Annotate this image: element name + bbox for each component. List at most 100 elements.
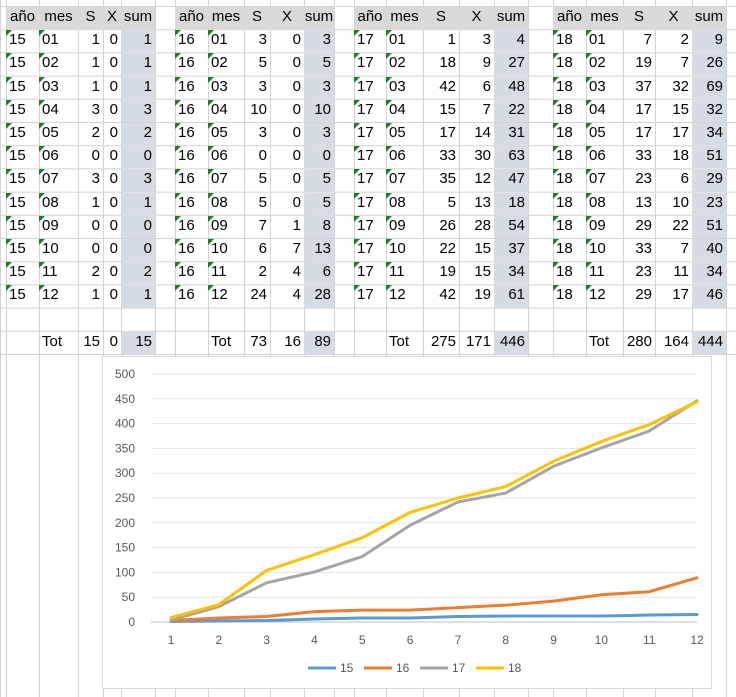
cell-sum[interactable]: 4 <box>494 30 528 53</box>
cell-year[interactable]: 17 <box>354 192 386 215</box>
cell-x[interactable]: 6 <box>459 77 494 99</box>
cell-sum[interactable]: 2 <box>121 123 155 146</box>
cell-year[interactable]: 16 <box>175 99 208 122</box>
cell-x[interactable]: 17 <box>655 285 692 307</box>
cell-year[interactable]: 15 <box>6 30 39 52</box>
cell-x[interactable]: 0 <box>270 123 304 145</box>
cell-s[interactable]: 2 <box>244 262 270 284</box>
cell-year[interactable]: 16 <box>175 146 208 168</box>
cell-x[interactable]: 4 <box>270 285 304 307</box>
cell-month[interactable]: 08 <box>39 192 78 215</box>
cell-sum[interactable]: 5 <box>304 169 334 192</box>
cell-s[interactable]: 3 <box>244 30 270 52</box>
cell-sum[interactable]: 0 <box>121 146 155 169</box>
cell-year[interactable]: 17 <box>354 285 386 307</box>
cell-x[interactable]: 13 <box>459 193 494 215</box>
cell-s[interactable]: 33 <box>423 146 459 168</box>
cell-month[interactable]: 10 <box>386 239 423 261</box>
cell-x[interactable]: 0 <box>270 77 304 99</box>
cell-sum[interactable]: 34 <box>692 123 726 146</box>
total-sum[interactable]: 89 <box>304 331 334 354</box>
cell-sum[interactable]: 54 <box>494 215 528 238</box>
cell-month[interactable]: 02 <box>39 53 78 75</box>
cell-year[interactable]: 18 <box>553 169 586 191</box>
cell-month[interactable]: 11 <box>208 262 244 284</box>
cell-x[interactable]: 28 <box>459 216 494 238</box>
cell-year[interactable]: 17 <box>354 53 386 75</box>
cell-s[interactable]: 17 <box>623 123 655 145</box>
cell-sum[interactable]: 3 <box>304 76 334 99</box>
cell-s[interactable]: 29 <box>623 285 655 307</box>
cell-x[interactable]: 0 <box>270 146 304 168</box>
cell-month[interactable]: 05 <box>208 123 244 145</box>
header-s[interactable]: S <box>423 7 459 30</box>
cell-year[interactable]: 15 <box>6 285 39 307</box>
cell-sum[interactable]: 28 <box>304 285 334 308</box>
cell-x[interactable]: 1 <box>270 216 304 238</box>
cell-year[interactable]: 15 <box>6 146 39 168</box>
cell-year[interactable]: 18 <box>553 285 586 307</box>
total-x[interactable]: 171 <box>459 332 494 354</box>
cell-month[interactable]: 06 <box>586 146 623 168</box>
cell-s[interactable]: 6 <box>244 239 270 261</box>
cell-month[interactable]: 03 <box>586 76 623 99</box>
cell-year[interactable]: 17 <box>354 262 386 284</box>
cell-s[interactable]: 0 <box>78 239 103 261</box>
cell-month[interactable]: 04 <box>386 99 423 122</box>
cell-x[interactable]: 19 <box>459 285 494 307</box>
cell-month[interactable]: 11 <box>386 262 423 284</box>
cell-year[interactable]: 15 <box>6 192 39 215</box>
cell-year[interactable]: 17 <box>354 123 386 145</box>
total-s[interactable]: 275 <box>423 332 459 354</box>
cell-year[interactable]: 16 <box>175 239 208 261</box>
total-x[interactable]: 16 <box>270 332 304 354</box>
cell-sum[interactable]: 27 <box>494 53 528 76</box>
header-sum[interactable]: sum <box>304 7 334 30</box>
cell-x[interactable]: 0 <box>103 239 121 261</box>
cell-s[interactable]: 0 <box>244 146 270 168</box>
cell-year[interactable]: 15 <box>6 99 39 122</box>
cell-year[interactable]: 18 <box>553 146 586 168</box>
cell-year[interactable]: 17 <box>354 30 386 52</box>
series-line-15[interactable] <box>169 613 699 624</box>
total-sum[interactable]: 446 <box>494 331 528 354</box>
cell-sum[interactable]: 8 <box>304 215 334 238</box>
cell-month[interactable]: 03 <box>39 76 78 99</box>
cell-sum[interactable]: 10 <box>304 99 334 122</box>
cell-s[interactable]: 5 <box>244 169 270 191</box>
header-month[interactable]: mes <box>39 7 78 30</box>
cell-sum[interactable]: 3 <box>304 123 334 146</box>
cell-s[interactable]: 10 <box>244 100 270 122</box>
cell-year[interactable]: 17 <box>354 239 386 261</box>
cell-s[interactable]: 42 <box>423 77 459 99</box>
cell-s[interactable]: 24 <box>244 285 270 307</box>
cell-s[interactable]: 26 <box>423 216 459 238</box>
cell-sum[interactable]: 3 <box>121 169 155 192</box>
cell-x[interactable]: 7 <box>270 239 304 261</box>
cell-sum[interactable]: 1 <box>121 285 155 308</box>
cell-year[interactable]: 18 <box>553 239 586 261</box>
cell-x[interactable]: 22 <box>655 216 692 238</box>
cell-year[interactable]: 18 <box>553 76 586 99</box>
cell-month[interactable]: 09 <box>208 215 244 238</box>
cell-month[interactable]: 01 <box>39 30 78 52</box>
total-label[interactable]: Tot <box>39 332 78 354</box>
cell-year[interactable]: 17 <box>354 215 386 238</box>
cell-year[interactable]: 16 <box>175 53 208 75</box>
cell-s[interactable]: 3 <box>78 169 103 191</box>
cell-x[interactable]: 3 <box>459 30 494 52</box>
cell-sum[interactable]: 6 <box>304 262 334 285</box>
cell-sum[interactable]: 2 <box>121 262 155 285</box>
cell-sum[interactable]: 51 <box>692 215 726 238</box>
cell-year[interactable]: 16 <box>175 262 208 284</box>
series-line-16[interactable] <box>169 576 699 623</box>
cell-year[interactable]: 16 <box>175 169 208 191</box>
cell-s[interactable]: 3 <box>244 123 270 145</box>
cell-year[interactable]: 17 <box>354 146 386 168</box>
cell-x[interactable]: 4 <box>270 262 304 284</box>
cell-x[interactable]: 0 <box>103 53 121 75</box>
cell-s[interactable]: 5 <box>423 193 459 215</box>
cell-s[interactable]: 33 <box>623 146 655 168</box>
cell-s[interactable]: 3 <box>244 77 270 99</box>
header-year[interactable]: año <box>6 7 39 30</box>
